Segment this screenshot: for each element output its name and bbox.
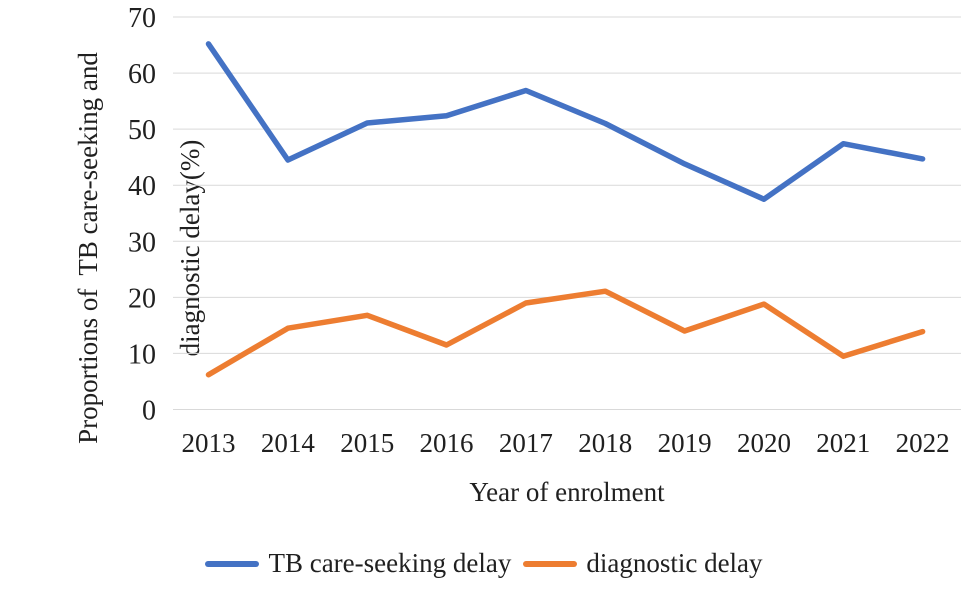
- y-tick-label-40: 40: [128, 171, 156, 202]
- plot-area: 0 10 20 30 40 50 60 70 2013 2014 2015 2016 2017 2018 2…: [128, 3, 961, 458]
- y-tick-label-10: 10: [128, 339, 156, 370]
- legend-swatch-diagnostic-delay: [523, 560, 578, 567]
- series-line-diagnostic-delay: [205, 288, 926, 378]
- x-axis-title: Year of enrolment: [469, 477, 665, 507]
- legend-label-diagnostic-delay: diagnostic delay: [586, 548, 763, 578]
- legend-swatch-tb-care-seeking-delay: [205, 560, 260, 567]
- x-tick-label-2021: 2021: [816, 428, 870, 458]
- legend-label-tb-care-seeking-delay: TB care-seeking delay: [268, 548, 512, 578]
- x-tick-label-2017: 2017: [499, 428, 553, 458]
- legend-item-tb-care-seeking-delay: TB care-seeking delay: [205, 548, 511, 579]
- x-tick-label-2018: 2018: [578, 428, 632, 458]
- x-tick-label-2020: 2020: [737, 428, 791, 458]
- y-tick-label-50: 50: [128, 115, 156, 146]
- y-tick-label-30: 30: [128, 227, 156, 258]
- legend: TB care-seeking delay diagnostic delay: [0, 548, 968, 579]
- y-tick-label-20: 20: [128, 283, 156, 314]
- x-tick-label-2016: 2016: [420, 428, 474, 458]
- y-tick-label-70: 70: [128, 3, 156, 34]
- legend-item-diagnostic-delay: diagnostic delay: [523, 548, 763, 579]
- y-tick-label-0: 0: [142, 396, 156, 427]
- x-tick-label-2013: 2013: [182, 428, 236, 458]
- y-tick-label-60: 60: [128, 59, 156, 90]
- x-tick-label-2019: 2019: [658, 428, 712, 458]
- x-tick-label-2022: 2022: [896, 428, 950, 458]
- x-tick-label-2014: 2014: [261, 428, 316, 458]
- x-tick-label-2015: 2015: [340, 428, 394, 458]
- series-line-tb-care-seeking-delay: [205, 41, 926, 202]
